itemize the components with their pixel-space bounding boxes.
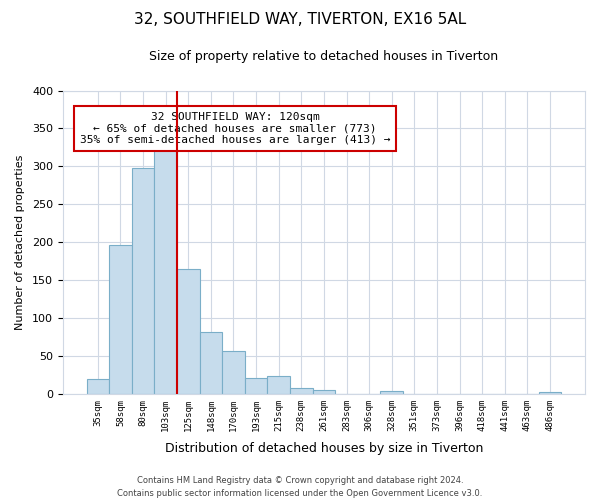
X-axis label: Distribution of detached houses by size in Tiverton: Distribution of detached houses by size … <box>165 442 483 455</box>
Bar <box>245 378 268 394</box>
Bar <box>177 268 200 394</box>
Bar <box>313 390 335 394</box>
Bar <box>109 245 132 394</box>
Bar <box>222 350 245 394</box>
Text: 32 SOUTHFIELD WAY: 120sqm
← 65% of detached houses are smaller (773)
35% of semi: 32 SOUTHFIELD WAY: 120sqm ← 65% of detac… <box>80 112 391 145</box>
Bar <box>154 148 177 394</box>
Bar <box>200 332 222 394</box>
Bar <box>268 376 290 394</box>
Bar <box>290 388 313 394</box>
Text: 32, SOUTHFIELD WAY, TIVERTON, EX16 5AL: 32, SOUTHFIELD WAY, TIVERTON, EX16 5AL <box>134 12 466 28</box>
Bar <box>380 390 403 394</box>
Text: Contains HM Land Registry data © Crown copyright and database right 2024.
Contai: Contains HM Land Registry data © Crown c… <box>118 476 482 498</box>
Bar <box>539 392 561 394</box>
Y-axis label: Number of detached properties: Number of detached properties <box>15 154 25 330</box>
Bar <box>132 168 154 394</box>
Bar <box>86 378 109 394</box>
Title: Size of property relative to detached houses in Tiverton: Size of property relative to detached ho… <box>149 50 499 63</box>
